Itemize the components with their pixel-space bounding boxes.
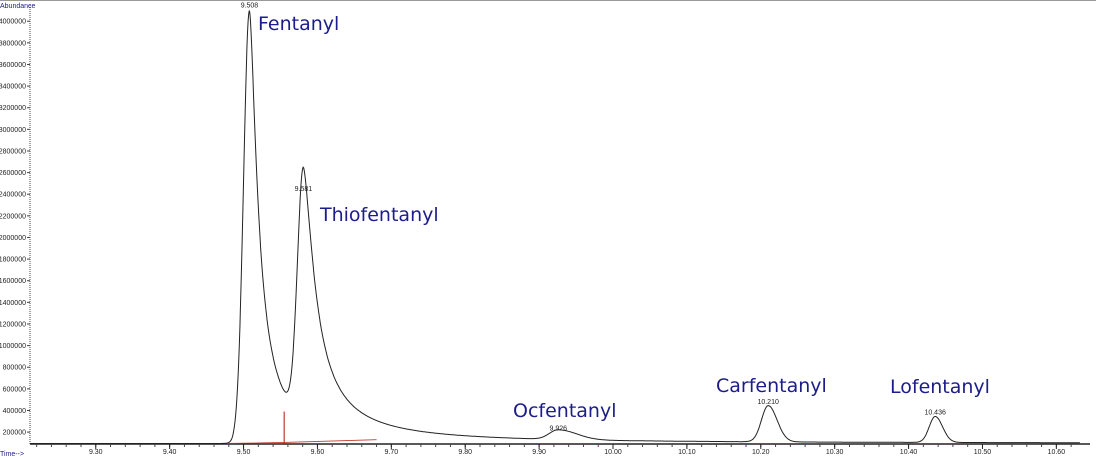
compound-label: Carfentanyl [716, 375, 827, 397]
y-tick-label: 1000000 [0, 343, 26, 350]
peak-rt-label: 10.210 [757, 399, 779, 406]
y-tick-label: 600000 [3, 386, 26, 393]
x-tick-label: 10.50 [974, 449, 992, 456]
y-tick-label: 3400000 [0, 84, 26, 91]
x-tick-label: 10.10 [678, 449, 696, 456]
y-tick-label: 2000000 [0, 235, 26, 242]
y-tick-label: 200000 [3, 430, 26, 437]
x-tick-label: 10.40 [900, 449, 918, 456]
y-tick-label: 2600000 [0, 170, 26, 177]
y-tick-label: 3600000 [0, 62, 26, 69]
compound-label: Fentanyl [258, 13, 339, 35]
y-tick-label: 2200000 [0, 213, 26, 220]
y-tick-label: 1200000 [0, 321, 26, 328]
x-tick-label: 10.00 [604, 449, 622, 456]
x-tick-label: 9.40 [163, 449, 177, 456]
y-tick-label: 4000000 [0, 19, 26, 26]
integration-baseline [227, 442, 285, 444]
y-tick-label: 400000 [3, 408, 26, 415]
x-tick-label: 9.60 [311, 449, 325, 456]
y-tick-label: 3200000 [0, 105, 26, 112]
x-tick-label: 10.30 [826, 449, 844, 456]
y-axis-label: Abundance [0, 3, 36, 10]
y-tick-label: 1800000 [0, 257, 26, 264]
x-tick-label: 10.20 [752, 449, 770, 456]
compound-label: Lofentanyl [890, 376, 990, 398]
peak-rt-label: 9.581 [295, 186, 313, 193]
y-tick-label: 1600000 [0, 278, 26, 285]
y-tick-label: 2800000 [0, 148, 26, 155]
peak-rt-label: 9.926 [550, 426, 568, 433]
x-tick-label: 10.60 [1048, 449, 1066, 456]
peak-rt-label: 9.508 [241, 2, 259, 9]
peak-rt-label: 10.436 [924, 410, 946, 417]
x-tick-label: 9.90 [532, 449, 546, 456]
y-tick-label: 800000 [3, 365, 26, 372]
x-tick-label: 9.80 [458, 449, 472, 456]
compound-label: Ocfentanyl [513, 400, 616, 422]
x-axis-label: Time--> [0, 451, 24, 457]
y-tick-label: 3800000 [0, 40, 26, 47]
x-tick-label: 9.30 [89, 449, 103, 456]
y-tick-label: 2400000 [0, 192, 26, 199]
chromatogram-trace [30, 10, 1080, 444]
x-tick-label: 9.50 [237, 449, 251, 456]
y-tick-label: 3000000 [0, 127, 26, 134]
compound-label: Thiofentanyl [319, 204, 439, 226]
integration-baseline [284, 439, 377, 443]
x-tick-label: 9.70 [385, 449, 399, 456]
y-tick-label: 1400000 [0, 300, 26, 307]
